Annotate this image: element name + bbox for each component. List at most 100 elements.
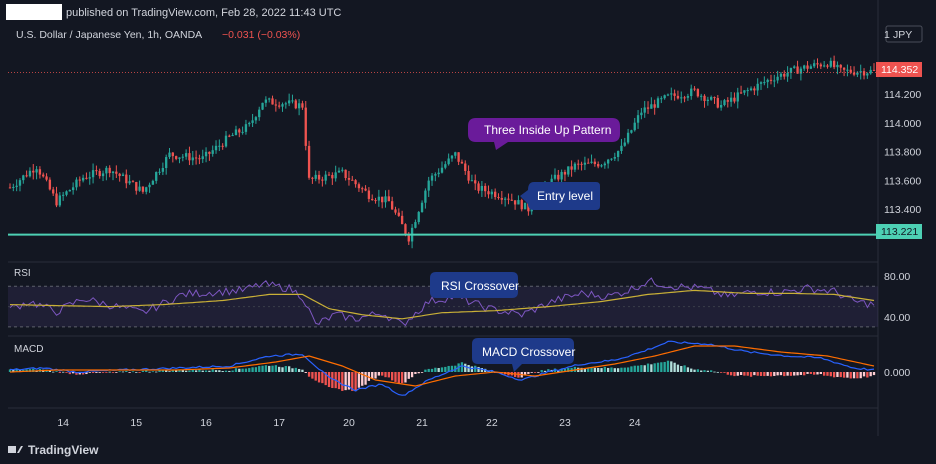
candle-body xyxy=(38,169,42,175)
macd-hist-bar xyxy=(128,372,131,373)
candle-body xyxy=(856,72,859,75)
candle-body xyxy=(719,105,723,108)
macd-hist-bar xyxy=(477,366,480,372)
candle-body xyxy=(693,88,696,90)
macd-hist-bar xyxy=(367,372,371,381)
candle-body xyxy=(809,66,813,69)
macd-hist-bar xyxy=(397,372,400,384)
candle-body xyxy=(58,195,62,206)
candle-body xyxy=(683,97,686,99)
price-axis-tick: 113.400 xyxy=(884,204,921,216)
macd-hist-bar xyxy=(749,372,753,377)
candle-body xyxy=(437,172,440,175)
macd-hist-bar xyxy=(653,363,656,372)
macd-hist-bar xyxy=(710,370,713,372)
macd-hist-bar xyxy=(729,372,733,376)
macd-hist-bar xyxy=(244,368,248,372)
macd-hist-bar xyxy=(530,372,533,373)
macd-hist-bar xyxy=(587,367,590,372)
tradingview-logo xyxy=(8,446,23,453)
macd-hist-bar xyxy=(852,372,856,379)
candle-body xyxy=(424,190,427,203)
candle-body xyxy=(666,94,670,96)
candle-body xyxy=(171,152,174,157)
macd-hist-bar xyxy=(563,368,567,372)
candle-body xyxy=(583,162,587,165)
candle-body xyxy=(680,97,683,99)
candle-body xyxy=(739,92,743,94)
candle-body xyxy=(623,142,626,146)
rsi-layer xyxy=(9,277,875,327)
macd-hist-bar xyxy=(809,372,813,374)
candle-body xyxy=(869,69,872,74)
macd-hist-bar xyxy=(686,367,690,372)
macd-hist-bar xyxy=(646,363,650,372)
macd-hist-bar xyxy=(68,372,71,375)
candle-body xyxy=(517,200,520,205)
candle-body xyxy=(630,130,633,133)
candle-body xyxy=(736,92,739,102)
macd-hist-bar xyxy=(58,372,62,373)
macd-hist-bar xyxy=(381,372,384,376)
candle-body xyxy=(191,157,194,161)
candle-body xyxy=(337,170,341,173)
candle-body xyxy=(577,163,580,165)
candle-body xyxy=(816,63,819,65)
callout-entry-level: Entry level xyxy=(520,182,600,210)
published-text: published on TradingView.com, Feb 28, 20… xyxy=(66,7,341,19)
macd-hist-bar xyxy=(700,370,703,372)
macd-hist-bar xyxy=(158,370,161,372)
macd-hist-bar xyxy=(846,372,849,378)
candle-body xyxy=(793,66,796,68)
candle-body xyxy=(587,162,590,164)
macd-hist-bar xyxy=(135,371,138,373)
candle-body xyxy=(251,120,254,123)
macd-hist-bar xyxy=(91,372,95,373)
candle-body xyxy=(234,129,238,136)
callout-macd-crossover-text: MACD Crossover xyxy=(482,345,575,359)
macd-hist-bar xyxy=(161,369,165,372)
candle-body xyxy=(650,104,653,109)
symbol-title: U.S. Dollar / Japanese Yen, 1h, OANDA xyxy=(16,29,202,41)
candle-body xyxy=(75,179,78,188)
macd-hist-bar xyxy=(440,367,444,372)
candle-body xyxy=(304,107,307,146)
macd-hist-bar xyxy=(743,372,746,376)
candle-body xyxy=(756,83,759,91)
macd-hist-bar xyxy=(773,372,776,376)
macd-hist-bar xyxy=(188,370,191,372)
macd-hist-bar xyxy=(553,368,557,372)
candle-body xyxy=(307,145,311,178)
macd-hist-bar xyxy=(347,372,351,390)
candle-body xyxy=(573,163,577,170)
candle-body xyxy=(743,90,746,93)
candle-body xyxy=(238,129,241,133)
macd-hist-bar xyxy=(271,365,274,372)
candle-body xyxy=(457,152,460,162)
candle-body xyxy=(414,222,417,228)
candle-body xyxy=(78,179,81,181)
macd-hist-bar xyxy=(640,365,643,372)
candle-body xyxy=(407,233,410,242)
currency-badge[interactable] xyxy=(885,25,923,43)
callout-rsi-crossover-text: RSI Crossover xyxy=(441,279,519,293)
candle-body xyxy=(301,103,304,108)
macd-hist-bar xyxy=(111,372,115,373)
macd-hist-bar xyxy=(467,365,470,372)
candle-body xyxy=(357,184,361,189)
candle-body xyxy=(18,180,22,186)
macd-hist-bar xyxy=(666,360,670,372)
macd-hist-bar xyxy=(583,367,587,372)
candle-body xyxy=(198,158,201,160)
macd-hist-bar xyxy=(344,372,347,391)
candle-body xyxy=(580,163,583,165)
candle-body xyxy=(8,187,12,189)
candle-body xyxy=(593,161,597,165)
last-price-value: 114.352 xyxy=(881,64,918,76)
candle-body xyxy=(590,161,593,163)
macd-hist-bar xyxy=(281,367,284,372)
candle-body xyxy=(803,65,806,69)
macd-hist-bar xyxy=(474,365,477,372)
macd-hist-bar xyxy=(796,372,799,376)
macd-hist-bar xyxy=(786,372,789,376)
